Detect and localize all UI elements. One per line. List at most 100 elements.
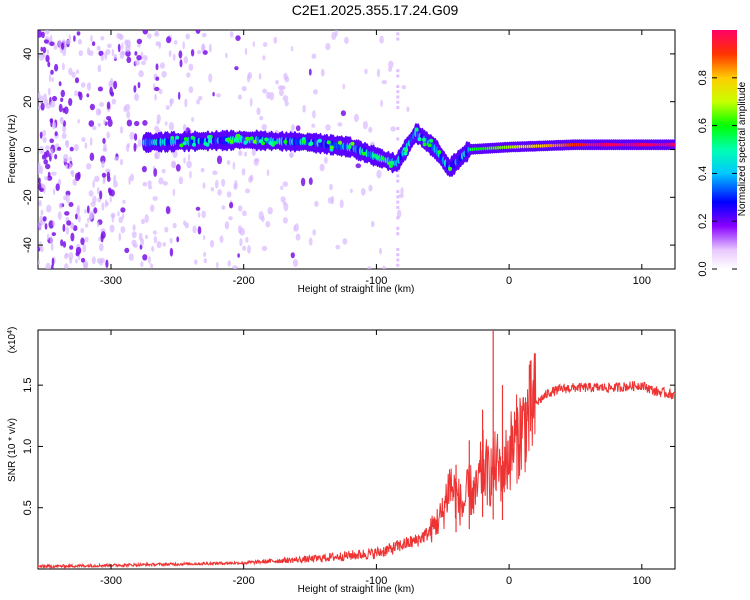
noise-blob bbox=[58, 40, 61, 48]
snr-plot: -300 -200 -100 0 100 0.5 1.0 1.5 Height of str… bbox=[7, 327, 676, 595]
noise-blob bbox=[194, 259, 197, 265]
ridge-spot bbox=[283, 140, 287, 144]
ridge-spot bbox=[207, 135, 211, 139]
ridge-spot bbox=[246, 137, 250, 141]
noise-blob bbox=[356, 163, 362, 168]
noise-blob bbox=[325, 124, 330, 130]
top-x-tick-label: -200 bbox=[233, 275, 255, 287]
ridge-spot bbox=[422, 138, 426, 142]
ridge-spot bbox=[250, 136, 254, 140]
noise-blob bbox=[335, 245, 340, 250]
noise-blob bbox=[133, 85, 136, 93]
ridge-spot bbox=[418, 137, 422, 141]
noise-blob bbox=[66, 226, 69, 234]
ridge-spot bbox=[230, 140, 234, 144]
noise-blob bbox=[262, 89, 267, 94]
noise-blob bbox=[97, 46, 101, 51]
noise-blob bbox=[212, 92, 214, 96]
noise-blob bbox=[45, 29, 50, 34]
noise-blob bbox=[166, 36, 171, 43]
noise-blob bbox=[86, 163, 91, 170]
noise-blob bbox=[202, 44, 204, 52]
noise-blob bbox=[41, 47, 43, 52]
noise-blob bbox=[185, 222, 189, 228]
noise-blob bbox=[244, 152, 247, 157]
noise-blob bbox=[54, 64, 58, 72]
noise-blob bbox=[98, 123, 101, 127]
noise-blob bbox=[390, 126, 395, 131]
top-x-tick-label: -300 bbox=[100, 275, 122, 287]
colorbar-tick-label: 0.6 bbox=[697, 118, 709, 133]
noise-blob bbox=[56, 183, 60, 191]
noise-blob bbox=[328, 197, 333, 204]
bottom-x-tick-label: -300 bbox=[100, 575, 122, 587]
noise-blob bbox=[154, 236, 157, 243]
noise-blob bbox=[86, 93, 89, 97]
ridge-spot bbox=[235, 138, 239, 142]
noise-blob bbox=[46, 205, 51, 213]
noise-blob bbox=[99, 243, 104, 251]
noise-blob bbox=[184, 56, 189, 64]
noise-blob bbox=[232, 265, 238, 269]
noise-blob bbox=[402, 85, 406, 89]
noise-blob bbox=[90, 104, 95, 110]
noise-blob bbox=[49, 139, 54, 144]
noise-blob bbox=[186, 161, 192, 169]
noise-blob bbox=[71, 170, 74, 177]
noise-blob bbox=[238, 205, 242, 211]
noise-blob bbox=[66, 220, 71, 225]
noise-blob bbox=[254, 159, 259, 166]
noise-blob bbox=[140, 261, 143, 267]
noise-blob bbox=[44, 152, 47, 160]
noise-blob bbox=[170, 99, 173, 107]
noise-blob bbox=[312, 110, 316, 118]
noise-blob bbox=[69, 202, 74, 207]
noise-blob bbox=[179, 50, 183, 58]
noise-blob bbox=[382, 266, 385, 271]
noise-blob bbox=[198, 226, 202, 234]
noise-blob bbox=[122, 213, 124, 219]
noise-blob bbox=[279, 89, 284, 96]
noise-blob bbox=[50, 70, 54, 75]
noise-blob bbox=[37, 30, 43, 38]
noise-blob bbox=[228, 260, 231, 266]
noise-blob bbox=[196, 27, 201, 34]
noise-blob bbox=[335, 29, 338, 37]
noise-blob bbox=[87, 82, 91, 90]
noise-blob bbox=[112, 49, 114, 56]
noise-blob bbox=[61, 42, 64, 50]
noise-streak bbox=[396, 195, 399, 198]
noise-blob bbox=[259, 116, 263, 120]
noise-blob bbox=[47, 234, 49, 240]
noise-blob bbox=[78, 256, 80, 261]
noise-blob bbox=[166, 105, 170, 110]
noise-blob bbox=[176, 236, 179, 242]
noise-blob bbox=[247, 245, 251, 254]
noise-blob bbox=[44, 39, 49, 43]
noise-blob bbox=[85, 142, 88, 149]
noise-blob bbox=[64, 263, 68, 269]
noise-blob bbox=[41, 210, 44, 216]
noise-blob bbox=[377, 69, 380, 78]
noise-blob bbox=[89, 50, 94, 56]
noise-blob bbox=[337, 122, 342, 126]
noise-blob bbox=[128, 176, 130, 185]
noise-blob bbox=[142, 166, 147, 172]
noise-blob bbox=[145, 214, 149, 223]
noise-blob bbox=[81, 258, 85, 263]
noise-blob bbox=[49, 42, 54, 47]
noise-blob bbox=[61, 90, 65, 98]
noise-blob bbox=[52, 96, 57, 101]
noise-streak bbox=[396, 264, 399, 267]
ridge-spot bbox=[327, 140, 331, 144]
noise-blob bbox=[52, 122, 56, 130]
noise-streak bbox=[396, 69, 399, 72]
noise-blob bbox=[114, 157, 119, 161]
noise-blob bbox=[148, 185, 152, 189]
noise-blob bbox=[55, 131, 58, 136]
noise-blob bbox=[51, 77, 54, 82]
noise-blob bbox=[237, 253, 240, 258]
noise-blob bbox=[97, 222, 99, 228]
ridge-spot bbox=[226, 138, 230, 142]
noise-blob bbox=[220, 236, 224, 243]
